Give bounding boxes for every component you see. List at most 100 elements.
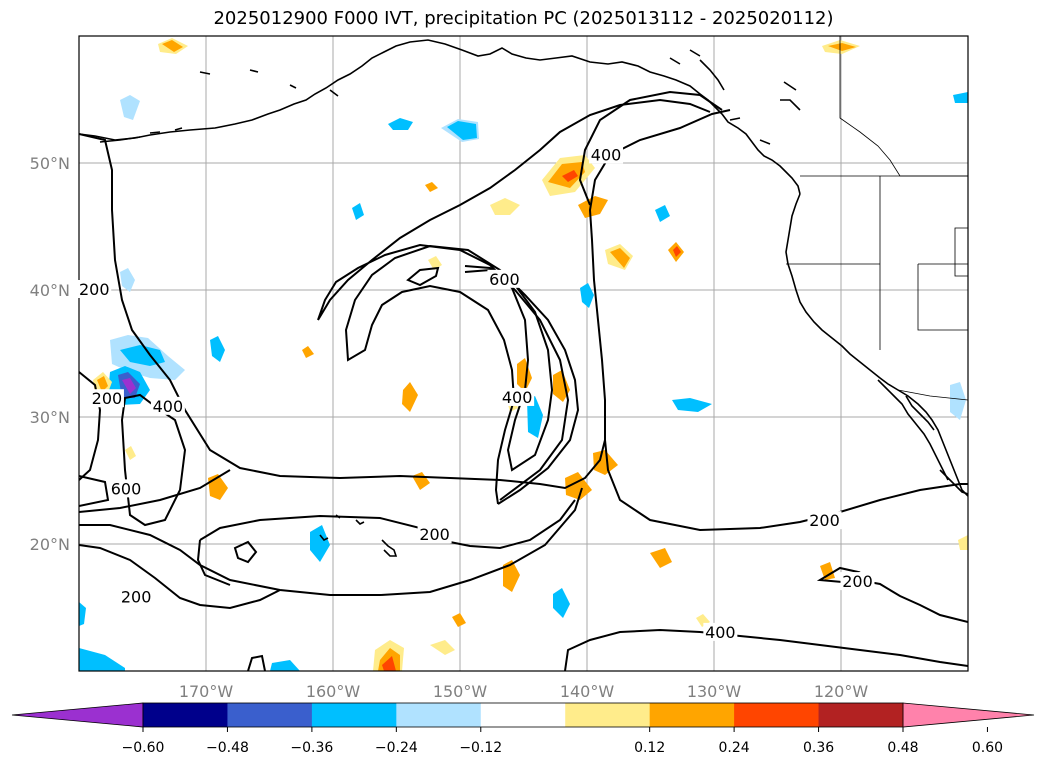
ivt-contour-600-arc — [464, 265, 554, 472]
contour-label: 200 — [419, 525, 450, 544]
precip-patch-neg — [79, 648, 125, 671]
political-borders — [786, 36, 968, 401]
baja-coast — [877, 379, 949, 481]
ivt-contour-200-south — [604, 439, 968, 532]
latitude-labels: 50°N 40°N 30°N 20°N — [30, 154, 70, 554]
contour-label-bg — [417, 525, 452, 544]
ivt-contour-200-west — [79, 109, 731, 490]
precip-patch-neg — [270, 660, 300, 671]
colorbar-tick-label: −0.60 — [122, 740, 165, 756]
us-west-coast — [785, 193, 968, 497]
latitude-label: 50°N — [30, 154, 70, 173]
bc-islands — [669, 49, 801, 145]
longitude-label: 170°W — [179, 682, 234, 701]
precip-patch-neg — [388, 118, 413, 130]
ivt-contour-west-small — [79, 475, 110, 507]
contour-label: 200 — [121, 587, 152, 606]
precip-patch-neg — [120, 95, 140, 120]
colorbar-tick-label: 0.36 — [803, 740, 834, 756]
contour-label: 200 — [809, 511, 840, 530]
precip-patch-neg — [352, 203, 364, 220]
longitude-label: 130°W — [687, 682, 742, 701]
precip-patch-pos — [578, 196, 608, 218]
precip-patch-neg — [79, 602, 86, 626]
precip-patch-pos — [673, 246, 681, 257]
ivt-contour-small-loop — [233, 540, 258, 564]
precip-patch-pos — [562, 170, 578, 182]
colorbar-tick-label: 0.24 — [719, 740, 750, 756]
precip-patch-neg — [953, 92, 968, 103]
precip-patch-neg — [553, 588, 570, 618]
precip-patch-pos — [565, 472, 592, 500]
precip-patch-pos — [828, 43, 856, 51]
ivt-contour-400-outer — [578, 90, 723, 206]
precip-patch-neg — [655, 205, 670, 222]
colorbar-extend-high — [902, 702, 1035, 728]
contour-label-bg — [119, 587, 154, 606]
precip-patch-neg — [122, 378, 136, 394]
contour-label-bg — [150, 396, 185, 415]
us-mexico-border — [897, 389, 968, 401]
contour-label-bg — [703, 622, 738, 641]
colorbar-extend-low — [11, 702, 144, 728]
alaska-coast — [79, 39, 723, 141]
contour-label: 200 — [92, 389, 123, 408]
precip-patch-pos — [517, 358, 532, 392]
precip-patch-neg — [950, 382, 966, 420]
contour-label: 400 — [502, 388, 533, 407]
precip-patch-neg — [672, 398, 712, 412]
ivt-contour-400-outer2 — [317, 98, 711, 501]
colorbar-segment — [480, 703, 566, 727]
contour-label-bg — [589, 145, 624, 164]
bc-coast — [721, 113, 801, 195]
contour-label: 200 — [842, 572, 873, 591]
colorbar-segment — [396, 703, 482, 727]
colorbar-segment — [143, 703, 228, 727]
precip-patch-neg — [210, 336, 225, 362]
contour-label: 400 — [153, 397, 184, 416]
longitude-label: 120°W — [814, 682, 869, 701]
precip-patch-pos — [610, 248, 630, 268]
precip-patch-pos — [553, 370, 570, 402]
contour-label: 400 — [591, 145, 622, 164]
precip-patch-neg — [580, 283, 594, 308]
ivt-contour-600-inner — [406, 266, 440, 287]
ivt-contour-west-loops — [79, 371, 102, 481]
ivt-contour-400-ring — [344, 244, 580, 505]
precip-patch-neg — [310, 525, 330, 562]
colorbar-tick-label: −0.24 — [375, 740, 418, 756]
colorbar-segment — [227, 703, 313, 727]
contour-label: 400 — [705, 623, 736, 642]
colorbar-tick-label: 0.12 — [634, 740, 665, 756]
precip-patch-pos — [490, 198, 520, 215]
ivt-contour-200-hawaii — [196, 539, 231, 586]
alaska-peninsula — [99, 69, 339, 143]
ivt-contour-bottom-left — [247, 654, 266, 671]
contour-label-bg — [500, 387, 535, 406]
contour-label: 600 — [489, 270, 520, 289]
longitude-labels: 170°W 160°W 150°W 140°W 130°W 120°W — [179, 682, 869, 701]
ivt-contour-200-small — [79, 544, 281, 610]
ivt-contour-200-east-right — [857, 579, 968, 623]
colorbar-segment — [734, 703, 820, 727]
precip-patch-pos — [382, 656, 396, 671]
colorbar-tick-label: −0.36 — [290, 740, 333, 756]
colorbar-tick-label: −0.48 — [206, 740, 249, 756]
precip-patch-neg — [120, 268, 135, 292]
latitude-label: 40°N — [30, 281, 70, 300]
precip-patch-pos — [125, 446, 136, 460]
precip-patch-pos — [452, 613, 466, 627]
precip-patch-pos — [430, 640, 455, 655]
colorbar-tick-label: 0.60 — [972, 740, 1003, 756]
map-title: 2025012900 F000 IVT, precipitation PC (2… — [213, 8, 834, 29]
colorbar-segment — [818, 703, 904, 727]
baja-west — [905, 395, 935, 431]
latitude-label: 30°N — [30, 408, 70, 427]
longitude-label: 150°W — [433, 682, 488, 701]
precip-patch-pos — [958, 535, 968, 550]
precip-patches — [79, 38, 968, 671]
ivt-contour-200-west-lower — [79, 469, 231, 513]
precip-patch-pos — [820, 562, 835, 580]
precip-patch-pos — [428, 256, 442, 270]
